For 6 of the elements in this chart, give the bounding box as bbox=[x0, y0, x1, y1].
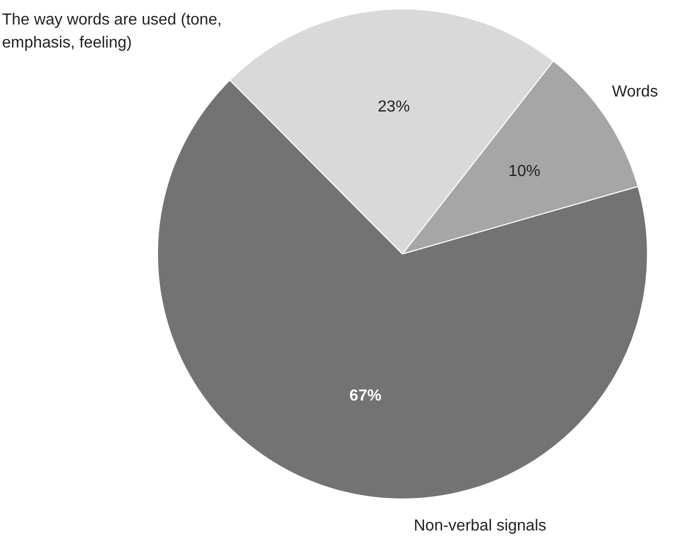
slice-label: Words bbox=[612, 83, 658, 100]
data-label: 23% bbox=[378, 98, 410, 116]
slice-label: Non-verbal signals bbox=[414, 517, 546, 534]
data-label: 67% bbox=[349, 388, 382, 405]
slice-label: The way words are used (tone, emphasis, feeling) bbox=[2, 11, 222, 52]
data-label: 10% bbox=[508, 163, 540, 180]
